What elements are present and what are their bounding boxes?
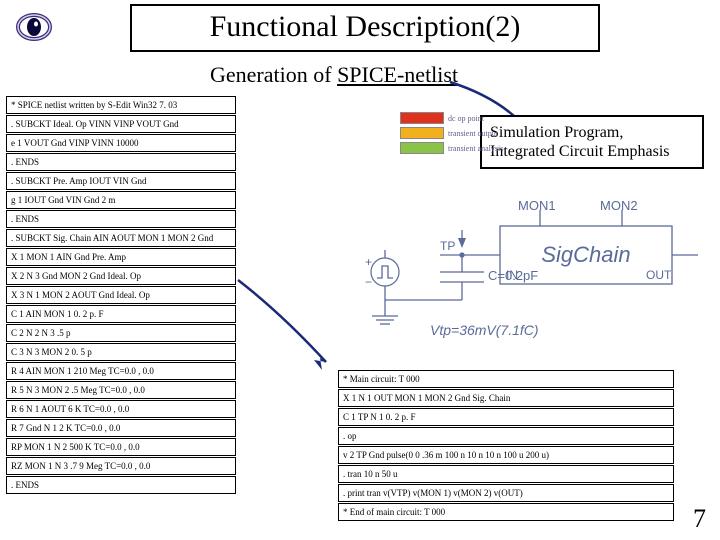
netlist-cell: e 1 VOUT Gnd VINP VINN 10000 — [6, 134, 236, 152]
logo — [14, 10, 54, 44]
netlist-cell: RP MON 1 N 2 500 K TC=0.0 , 0.0 — [6, 438, 236, 456]
netlist-cell: C 3 N 3 MON 2 0. 5 p — [6, 343, 236, 361]
src-minus: − — [365, 275, 372, 289]
src-plus: + — [365, 255, 372, 269]
tp-label: TP — [440, 239, 455, 253]
netlist-cell: . SUBCKT Pre. Amp IOUT VIN Gnd — [6, 172, 236, 190]
netlist-cell: . SUBCKT Sig. Chain AIN AOUT MON 1 MON 2… — [6, 229, 236, 247]
out-label: OUT — [646, 268, 672, 282]
netlist-cell: v 2 TP Gnd pulse(0 0 .36 m 100 n 10 n 10… — [338, 446, 674, 464]
vtp-label: Vtp=36mV(7.1fC) — [430, 322, 539, 338]
netlist-cell: . ENDS — [6, 476, 236, 494]
netlist-cell: R 4 AIN MON 1 210 Meg TC=0.0 , 0.0 — [6, 362, 236, 380]
legend-swatch — [400, 127, 444, 139]
netlist-cell: * End of main circuit: T 000 — [338, 503, 674, 521]
mon2-label: MON2 — [600, 200, 638, 213]
subtitle-underlined: SPICE-netlist — [337, 62, 458, 87]
netlist-cell: . ENDS — [6, 210, 236, 228]
netlist-cell: R 5 N 3 MON 2 .5 Meg TC=0.0 , 0.0 — [6, 381, 236, 399]
subtitle: Generation of SPICE-netlist — [210, 62, 458, 88]
legend-row: transient output — [400, 127, 503, 139]
legend-label: transient analysis — [448, 144, 503, 153]
legend-row: dc op point — [400, 112, 503, 124]
netlist-cell: . op — [338, 427, 674, 445]
subtitle-plain: Generation of — [210, 62, 337, 87]
netlist-cell: C 1 AIN MON 1 0. 2 p. F — [6, 305, 236, 323]
netlist-cell: X 1 N 1 OUT MON 1 MON 2 Gnd Sig. Chain — [338, 389, 674, 407]
simbox-line1: Simulation Program, — [490, 123, 694, 142]
legend: dc op point transient output transient ana… — [400, 112, 503, 157]
title-box: Functional Description(2) — [130, 4, 600, 52]
legend-label: transient output — [448, 129, 498, 138]
cap-label: C=0.2pF — [488, 268, 538, 283]
netlist-left-column: * SPICE netlist written by S-Edit Win32 … — [6, 96, 236, 495]
legend-swatch — [400, 142, 444, 154]
simbox-line2: Integrated Circuit Emphasis — [490, 142, 694, 161]
legend-label: dc op point — [448, 114, 484, 123]
netlist-cell: X 1 MON 1 AIN Gnd Pre. Amp — [6, 248, 236, 266]
netlist-right-column: * Main circuit: T 000X 1 N 1 OUT MON 1 M… — [338, 370, 674, 522]
netlist-cell: . print tran v(VTP) v(MON 1) v(MON 2) v(… — [338, 484, 674, 502]
netlist-cell: * Main circuit: T 000 — [338, 370, 674, 388]
page-title: Functional Description(2) — [210, 10, 521, 43]
netlist-cell: C 1 TP N 1 0. 2 p. F — [338, 408, 674, 426]
netlist-cell: . SUBCKT Ideal. Op VINN VINP VOUT Gnd — [6, 115, 236, 133]
netlist-cell: . tran 10 n 50 u — [338, 465, 674, 483]
netlist-cell: R 7 Gnd N 1 2 K TC=0.0 , 0.0 — [6, 419, 236, 437]
circuit-diagram: MON1 MON2 SigChain IN OUT TP C=0.2pF Vtp… — [290, 200, 710, 365]
netlist-cell: X 2 N 3 Gnd MON 2 Gnd Ideal. Op — [6, 267, 236, 285]
netlist-cell: RZ MON 1 N 3 .7 9 Meg TC=0.0 , 0.0 — [6, 457, 236, 475]
page-number: 7 — [693, 504, 706, 534]
netlist-cell: C 2 N 2 N 3 .5 p — [6, 324, 236, 342]
simulation-box: Simulation Program, Integrated Circuit E… — [480, 115, 704, 169]
netlist-cell: . ENDS — [6, 153, 236, 171]
mon1-label: MON1 — [518, 200, 556, 213]
netlist-cell: g 1 IOUT Gnd VIN Gnd 2 m — [6, 191, 236, 209]
netlist-cell: * SPICE netlist written by S-Edit Win32 … — [6, 96, 236, 114]
chip-label: SigChain — [541, 242, 630, 267]
legend-row: transient analysis — [400, 142, 503, 154]
netlist-cell: R 6 N 1 AOUT 6 K TC=0.0 , 0.0 — [6, 400, 236, 418]
netlist-cell: X 3 N 1 MON 2 AOUT Gnd Ideal. Op — [6, 286, 236, 304]
legend-swatch — [400, 112, 444, 124]
